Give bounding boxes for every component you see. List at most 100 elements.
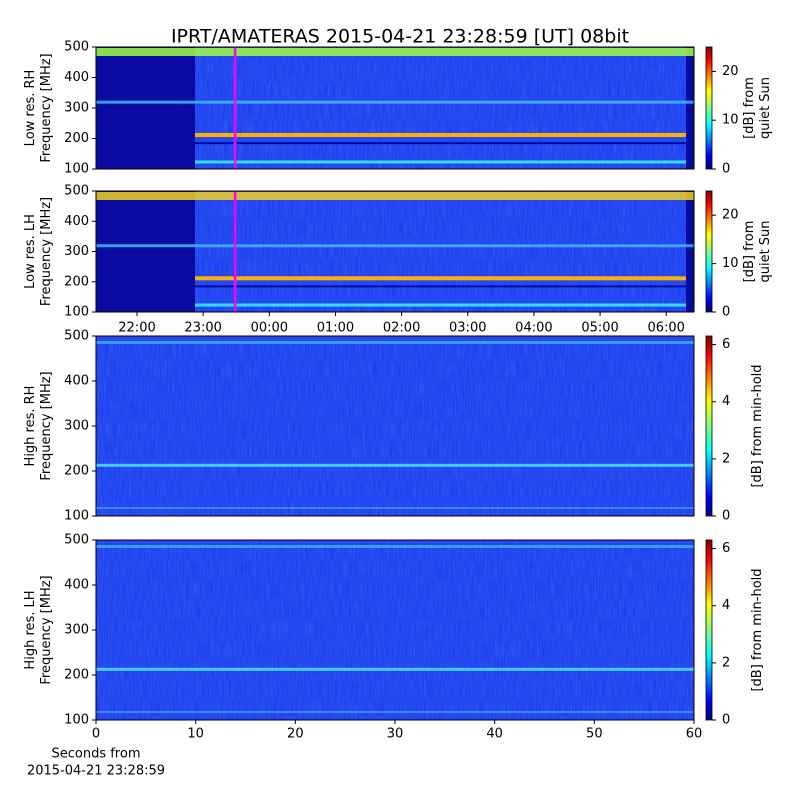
- band-low: [96, 507, 694, 509]
- y-axis-label-line: Low res. LH: [23, 214, 38, 289]
- colorbar-tick-label: 10: [722, 113, 739, 128]
- no-data-region: [96, 47, 195, 169]
- x-axis-label: Seconds from: [51, 747, 140, 762]
- y-tick-label: 300: [64, 419, 89, 434]
- colorbar-tick-label: 6: [722, 541, 730, 556]
- y-tick-label: 100: [64, 162, 89, 177]
- colorbar-tick-label: 20: [722, 64, 739, 79]
- spectrogram-noise: [96, 191, 694, 312]
- colorbar-label-line: quiet Sun: [758, 220, 773, 282]
- colorbar-label: [dB] from min-hold: [750, 364, 765, 487]
- x-tick-label: 50: [586, 727, 603, 742]
- colorbar-tick-label: 6: [722, 337, 730, 352]
- no-data-region: [96, 191, 195, 312]
- x-tick-label: 20: [287, 727, 304, 742]
- band-mid: [96, 100, 694, 104]
- y-axis-label-line: Frequency [MHz]: [39, 53, 54, 162]
- colorbar-label: [dB] from min-hold: [750, 568, 765, 691]
- colorbar-label-line: quiet Sun: [758, 77, 773, 139]
- x-tick-label: 03:00: [449, 321, 486, 336]
- colorbar-tick-label: 10: [722, 256, 739, 271]
- colorbar-label: [dB] fromquiet Sun: [742, 220, 773, 282]
- colorbar-tick-label: 4: [722, 394, 730, 409]
- band-strong: [96, 667, 694, 671]
- y-tick-label: 500: [64, 184, 89, 199]
- y-tick-label: 100: [64, 305, 89, 320]
- y-tick-label: 400: [64, 374, 89, 389]
- y-tick-label: 200: [64, 464, 89, 479]
- spectrogram-noise: [96, 47, 694, 169]
- band-top: [96, 192, 694, 200]
- band-strong: [195, 276, 686, 281]
- colorbar-label-line: [dB] from min-hold: [750, 568, 765, 691]
- x-tick-label: 00:00: [251, 321, 288, 336]
- y-axis-label-line: Frequency [MHz]: [39, 575, 54, 684]
- figure-title: IPRT/AMATERAS 2015-04-21 23:28:59 [UT] 0…: [171, 26, 629, 48]
- colorbar: [705, 335, 713, 517]
- y-tick-label: 300: [64, 623, 89, 638]
- band-strong: [195, 133, 686, 138]
- spectrogram-noise: [96, 336, 694, 516]
- band-top: [96, 48, 694, 56]
- x-tick-label: 30: [387, 727, 404, 742]
- y-axis-label-line: High res. LH: [23, 590, 38, 669]
- y-axis-label: Low res. RHFrequency [MHz]: [23, 53, 54, 162]
- y-axis-label-line: Low res. RH: [23, 70, 38, 147]
- y-axis-label: High res. RHFrequency [MHz]: [23, 371, 54, 480]
- y-tick-label: 500: [64, 329, 89, 344]
- band-low2: [96, 285, 694, 288]
- x-tick-label: 01:00: [317, 321, 354, 336]
- colorbar-tick-label: 2: [722, 655, 730, 670]
- x-tick-label: 60: [686, 727, 703, 742]
- x-tick-label: 40: [486, 727, 503, 742]
- band-mid: [96, 244, 694, 248]
- band-low: [96, 711, 694, 713]
- x-tick-label: 22:00: [118, 321, 155, 336]
- x-tick-label: 02:00: [383, 321, 420, 336]
- y-axis-label-line: Frequency [MHz]: [39, 371, 54, 480]
- colorbar: [705, 539, 713, 721]
- y-tick-label: 300: [64, 244, 89, 259]
- y-axis-label-line: High res. RH: [23, 386, 38, 467]
- y-tick-label: 200: [64, 668, 89, 683]
- colorbar-label-line: [dB] from min-hold: [750, 364, 765, 487]
- x-axis-label: 2015-04-21 23:28:59: [27, 764, 165, 779]
- y-tick-label: 200: [64, 131, 89, 146]
- band-top: [96, 341, 694, 344]
- x-tick-label: 0: [92, 727, 100, 742]
- colorbar: [705, 190, 713, 313]
- band-low: [195, 303, 686, 307]
- colorbar-tick-label: 0: [722, 713, 730, 728]
- y-tick-label: 300: [64, 101, 89, 116]
- y-tick-label: 200: [64, 274, 89, 289]
- colorbar-tick-label: 0: [722, 509, 730, 524]
- colorbar-label-line: [dB] from: [742, 221, 757, 283]
- edge-band: [686, 191, 694, 312]
- y-tick-label: 500: [64, 533, 89, 548]
- y-tick-label: 100: [64, 713, 89, 728]
- y-axis-label: Low res. LHFrequency [MHz]: [23, 197, 54, 306]
- y-axis-label: High res. LHFrequency [MHz]: [23, 575, 54, 684]
- colorbar-label: [dB] fromquiet Sun: [742, 77, 773, 139]
- band-strong: [96, 463, 694, 467]
- x-tick-label: 06:00: [647, 321, 684, 336]
- colorbar-tick-label: 4: [722, 598, 730, 613]
- colorbar-tick-label: 0: [722, 305, 730, 320]
- band-low2: [96, 142, 694, 145]
- band-low: [195, 160, 686, 164]
- y-tick-label: 400: [64, 214, 89, 229]
- x-tick-label: 23:00: [184, 321, 221, 336]
- colorbar-tick-label: 2: [722, 451, 730, 466]
- x-tick-label: 04:00: [515, 321, 552, 336]
- y-axis-label-line: Frequency [MHz]: [39, 197, 54, 306]
- y-tick-label: 100: [64, 509, 89, 524]
- x-tick-label: 10: [187, 727, 204, 742]
- colorbar-tick-label: 20: [722, 208, 739, 223]
- colorbar-label-line: [dB] from: [742, 77, 757, 139]
- y-tick-label: 400: [64, 578, 89, 593]
- colorbar: [705, 46, 713, 170]
- edge-band: [686, 47, 694, 169]
- x-tick-label: 05:00: [581, 321, 618, 336]
- y-tick-label: 500: [64, 40, 89, 55]
